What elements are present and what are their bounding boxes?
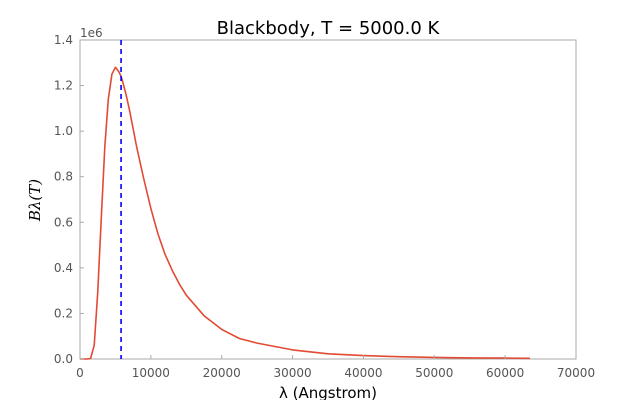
x-tick-label: 70000 xyxy=(557,366,595,380)
x-tick-label: 30000 xyxy=(273,366,311,380)
x-axis-label: λ (Angstrom) xyxy=(279,384,377,400)
y-tick-label: 1.0 xyxy=(54,124,73,138)
y-tick-label: 0.2 xyxy=(54,306,73,320)
plot-area xyxy=(79,39,577,360)
y-tick-label: 0.8 xyxy=(54,170,73,184)
x-tick-label: 20000 xyxy=(203,366,241,380)
chart-title: Blackbody, T = 5000.0 K xyxy=(217,18,441,39)
x-axis: 0 10000 20000 30000 40000 50000 60000 70000 xyxy=(76,355,595,380)
y-offset-label: 1e6 xyxy=(80,26,103,40)
series-line-0 xyxy=(80,66,530,360)
y-tick-label: 1.2 xyxy=(54,79,73,93)
y-tick-label: 0.4 xyxy=(54,261,73,275)
y-axis-label: Bλ(T) xyxy=(26,179,44,222)
y-tick-label: 0.6 xyxy=(54,215,73,229)
y-tick-label: 0.0 xyxy=(54,352,73,366)
x-tick-label: 60000 xyxy=(486,366,524,380)
x-tick-label: 0 xyxy=(76,366,84,380)
y-tick-label: 1.4 xyxy=(54,33,73,47)
plot-frame xyxy=(79,39,577,360)
x-tick-label: 50000 xyxy=(415,366,453,380)
x-tick-label: 40000 xyxy=(344,366,382,380)
x-tick-label: 10000 xyxy=(132,366,170,380)
y-axis: 0.0 0.2 0.4 0.6 0.8 1.0 1.2 1.4 xyxy=(54,33,84,366)
